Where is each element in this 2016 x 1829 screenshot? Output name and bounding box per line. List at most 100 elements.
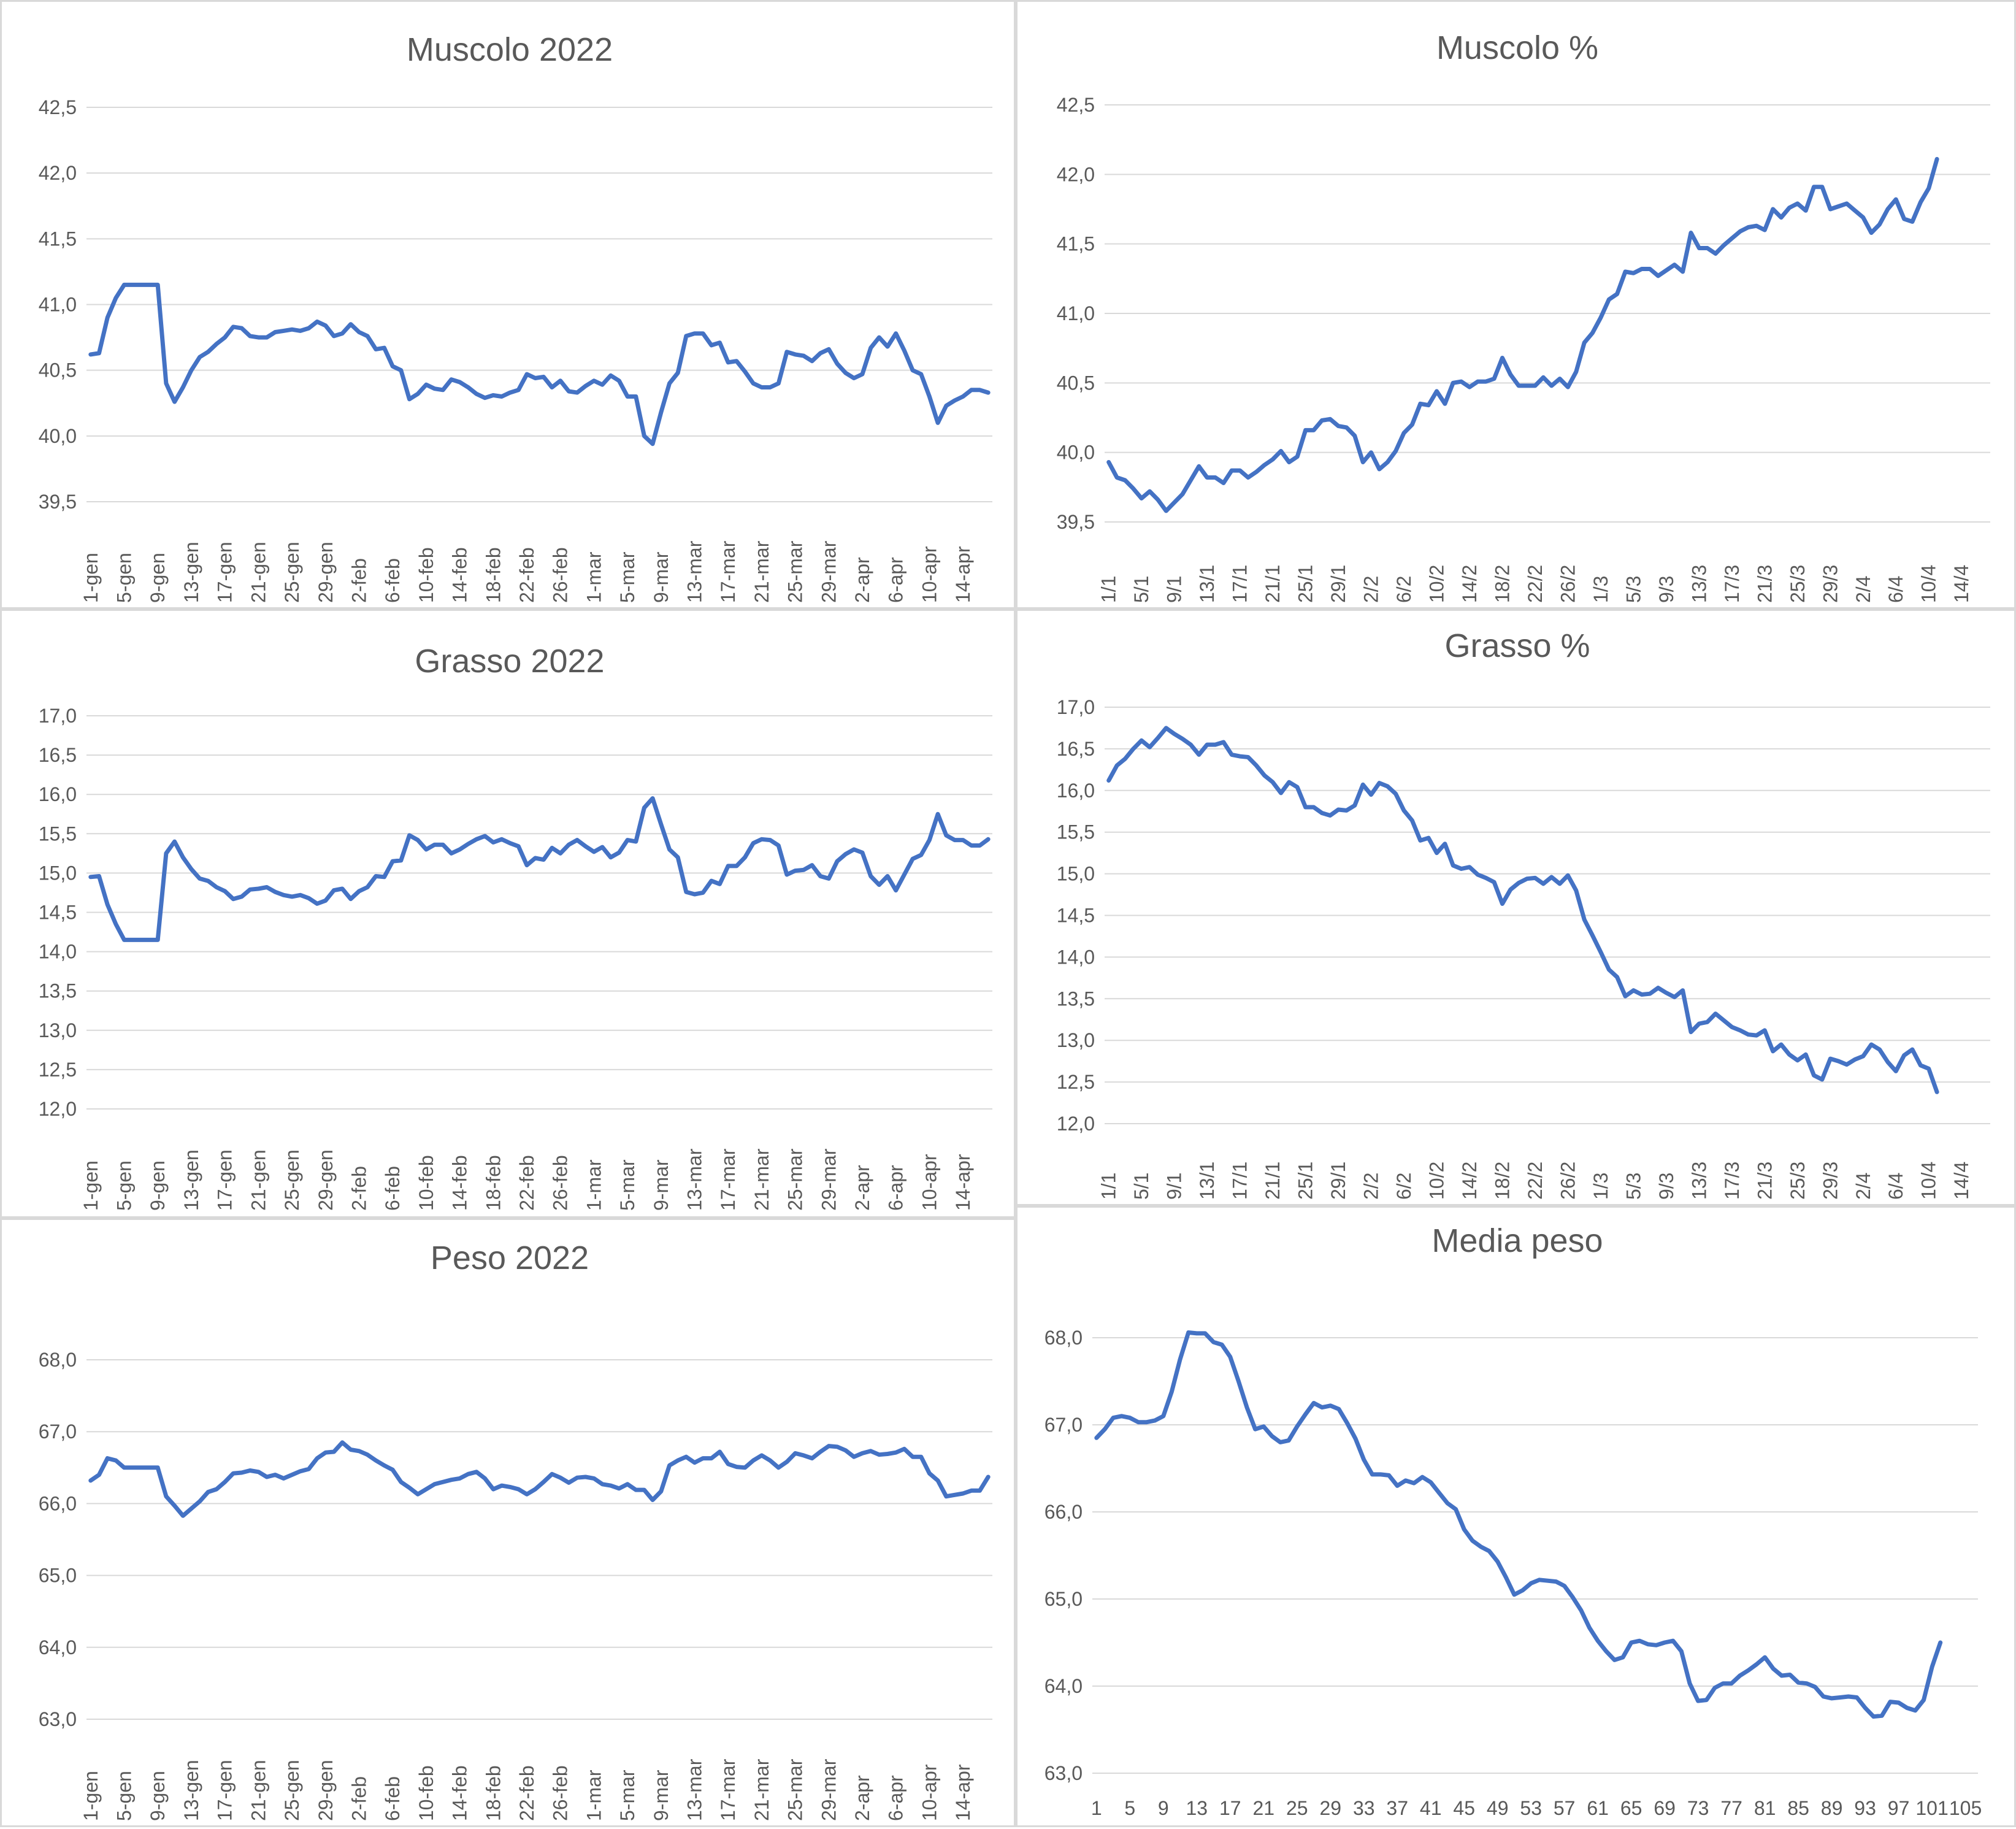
x-tick-label: 2/2 [1360, 576, 1382, 603]
x-tick-label: 73 [1687, 1797, 1709, 1819]
x-tick-label: 6-feb [381, 1166, 404, 1211]
x-tick-label: 29-gen [315, 1149, 337, 1211]
y-tick-label: 13,0 [1057, 1029, 1095, 1051]
x-tick-label: 21-mar [751, 1758, 773, 1821]
y-tick-label: 15,5 [39, 822, 77, 845]
x-tick-label: 85 [1787, 1797, 1809, 1819]
x-tick-label: 6-apr [885, 1165, 907, 1211]
y-tick-label: 67,0 [1044, 1414, 1083, 1436]
y-tick-label: 14,0 [39, 941, 77, 963]
x-tick-label: 9/1 [1163, 576, 1186, 603]
chart-svg: Grasso 2022 12,0 12,5 13,0 13,5 14,0 14,5 15,0 1… [39, 643, 992, 1211]
x-tick-label: 1-gen [80, 1771, 102, 1821]
x-tick-label: 25/3 [1787, 1162, 1809, 1200]
x-tick-label: 9-gen [147, 1771, 169, 1821]
x-tick-label: 5-mar [616, 1159, 638, 1211]
x-tick-label: 10-feb [415, 1765, 437, 1821]
x-tick-label: 13/3 [1688, 1162, 1710, 1200]
y-tick-label: 42,0 [1057, 163, 1095, 185]
x-tick-label: 21/3 [1753, 565, 1776, 603]
x-tick-label: 1-gen [80, 1160, 102, 1211]
x-tick-label: 6/4 [1885, 576, 1907, 603]
x-tick-label: 10/4 [1918, 565, 1940, 603]
x-tick-label: 1/1 [1098, 1173, 1120, 1200]
x-tick-label: 93 [1854, 1797, 1876, 1819]
x-tick-label: 1-mar [583, 1159, 605, 1211]
x-tick-label: 21/1 [1262, 1162, 1284, 1200]
y-tick-label: 16,5 [39, 744, 77, 766]
x-tick-label: 13/3 [1688, 565, 1710, 603]
x-tick-label: 2-apr [851, 1165, 873, 1211]
y-tick-label: 68,0 [39, 1349, 77, 1371]
x-tick-label: 77 [1720, 1797, 1742, 1819]
x-tick-label: 14-apr [952, 546, 974, 603]
x-tick-label: 9/3 [1655, 1173, 1677, 1200]
y-tick-label: 13,5 [39, 980, 77, 1002]
x-tick-label: 81 [1754, 1797, 1776, 1819]
x-tick-label: 6-feb [381, 558, 404, 603]
y-tick-label: 63,0 [1044, 1762, 1083, 1784]
x-tick-label: 29/1 [1327, 565, 1349, 603]
x-tick-label: 57 [1554, 1797, 1576, 1819]
y-tick-label: 15,5 [1057, 821, 1095, 843]
x-tick-label: 22/2 [1524, 565, 1546, 603]
x-tick-label: 2/2 [1360, 1173, 1382, 1200]
y-tick-label: 42,0 [39, 162, 77, 184]
x-tick-label: 2-feb [348, 1776, 370, 1821]
x-tick-label: 17-mar [717, 1758, 739, 1821]
x-tick-label: 10-apr [918, 546, 940, 603]
x-tick-label: 29/1 [1327, 1162, 1349, 1200]
chart-title: Media peso [1432, 1222, 1603, 1259]
y-tick-label: 12,5 [1057, 1071, 1095, 1093]
chart-svg: Media peso 63,0 64,0 65,0 66,0 67,0 68,0 1 5 9 13 1… [1044, 1222, 1982, 1819]
x-tick-label: 17-gen [214, 542, 236, 603]
x-tick-label: 29-mar [818, 540, 840, 603]
x-tick-label: 14-feb [449, 547, 471, 603]
x-tick-label: 101 [1915, 1797, 1948, 1819]
x-tick-label: 5/1 [1130, 1173, 1152, 1200]
x-tick-label: 14/4 [1950, 1162, 1972, 1200]
x-tick-label: 53 [1520, 1797, 1542, 1819]
chart-svg: Muscolo % 39,5 40,0 40,5 41,0 41,5 42,0 42,5 1/1… [1057, 29, 1990, 603]
x-tick-label: 21-gen [247, 1149, 269, 1211]
y-tick-label: 12,5 [39, 1059, 77, 1081]
chart-peso-2022: Peso 2022 63,0 64,0 65,0 66,0 67,0 68,0 1-gen 5-… [0, 1218, 1016, 1827]
x-tick-label: 2/4 [1852, 1173, 1874, 1200]
x-tick-label: 13-mar [684, 540, 706, 603]
x-tick-label: 14-feb [449, 1765, 471, 1821]
x-tick-label: 13-mar [684, 1758, 706, 1821]
y-tick-label: 68,0 [1044, 1327, 1083, 1349]
x-tick-label: 41 [1420, 1797, 1442, 1819]
y-tick-label: 41,5 [1057, 233, 1095, 255]
x-tick-label: 33 [1353, 1797, 1375, 1819]
y-tick-label: 41,0 [1057, 302, 1095, 324]
x-tick-label: 5/3 [1622, 576, 1644, 603]
x-tick-label: 21-gen [247, 542, 269, 603]
x-tick-label: 6/4 [1885, 1173, 1907, 1200]
y-tick-label: 14,0 [1057, 946, 1095, 968]
y-tick-label: 41,0 [39, 294, 77, 316]
chart-muscolo-2022: Muscolo 2022 39,5 40,0 40,5 41,0 41,5 42,0 42,5… [0, 0, 1016, 609]
x-tick-label: 17/1 [1229, 1162, 1251, 1200]
x-tick-label: 6/2 [1393, 576, 1415, 603]
chart-title: Muscolo % [1436, 29, 1598, 66]
x-tick-label: 9-mar [650, 1159, 672, 1211]
x-tick-label: 13-gen [180, 1760, 202, 1821]
y-tick-label: 15,0 [39, 862, 77, 884]
x-tick-label: 9-mar [650, 1770, 672, 1821]
x-tick-label: 29/3 [1819, 565, 1841, 603]
x-tick-label: 5/1 [1130, 576, 1152, 603]
x-tick-label: 17-mar [717, 540, 739, 603]
x-tick-label: 25-gen [281, 542, 303, 603]
y-tick-label: 65,0 [1044, 1588, 1083, 1610]
x-tick-label: 9/1 [1163, 1173, 1186, 1200]
series-line [1106, 156, 1939, 513]
x-tick-label: 29-gen [315, 542, 337, 603]
x-tick-label: 1-gen [80, 553, 102, 603]
x-tick-label: 25 [1286, 1797, 1308, 1819]
x-tick-label: 25-gen [281, 1760, 303, 1821]
x-tick-label: 6-apr [885, 557, 907, 603]
x-tick-label: 10-apr [918, 1764, 940, 1821]
x-tick-label: 14/4 [1950, 565, 1972, 603]
x-tick-label: 2-apr [851, 557, 873, 603]
